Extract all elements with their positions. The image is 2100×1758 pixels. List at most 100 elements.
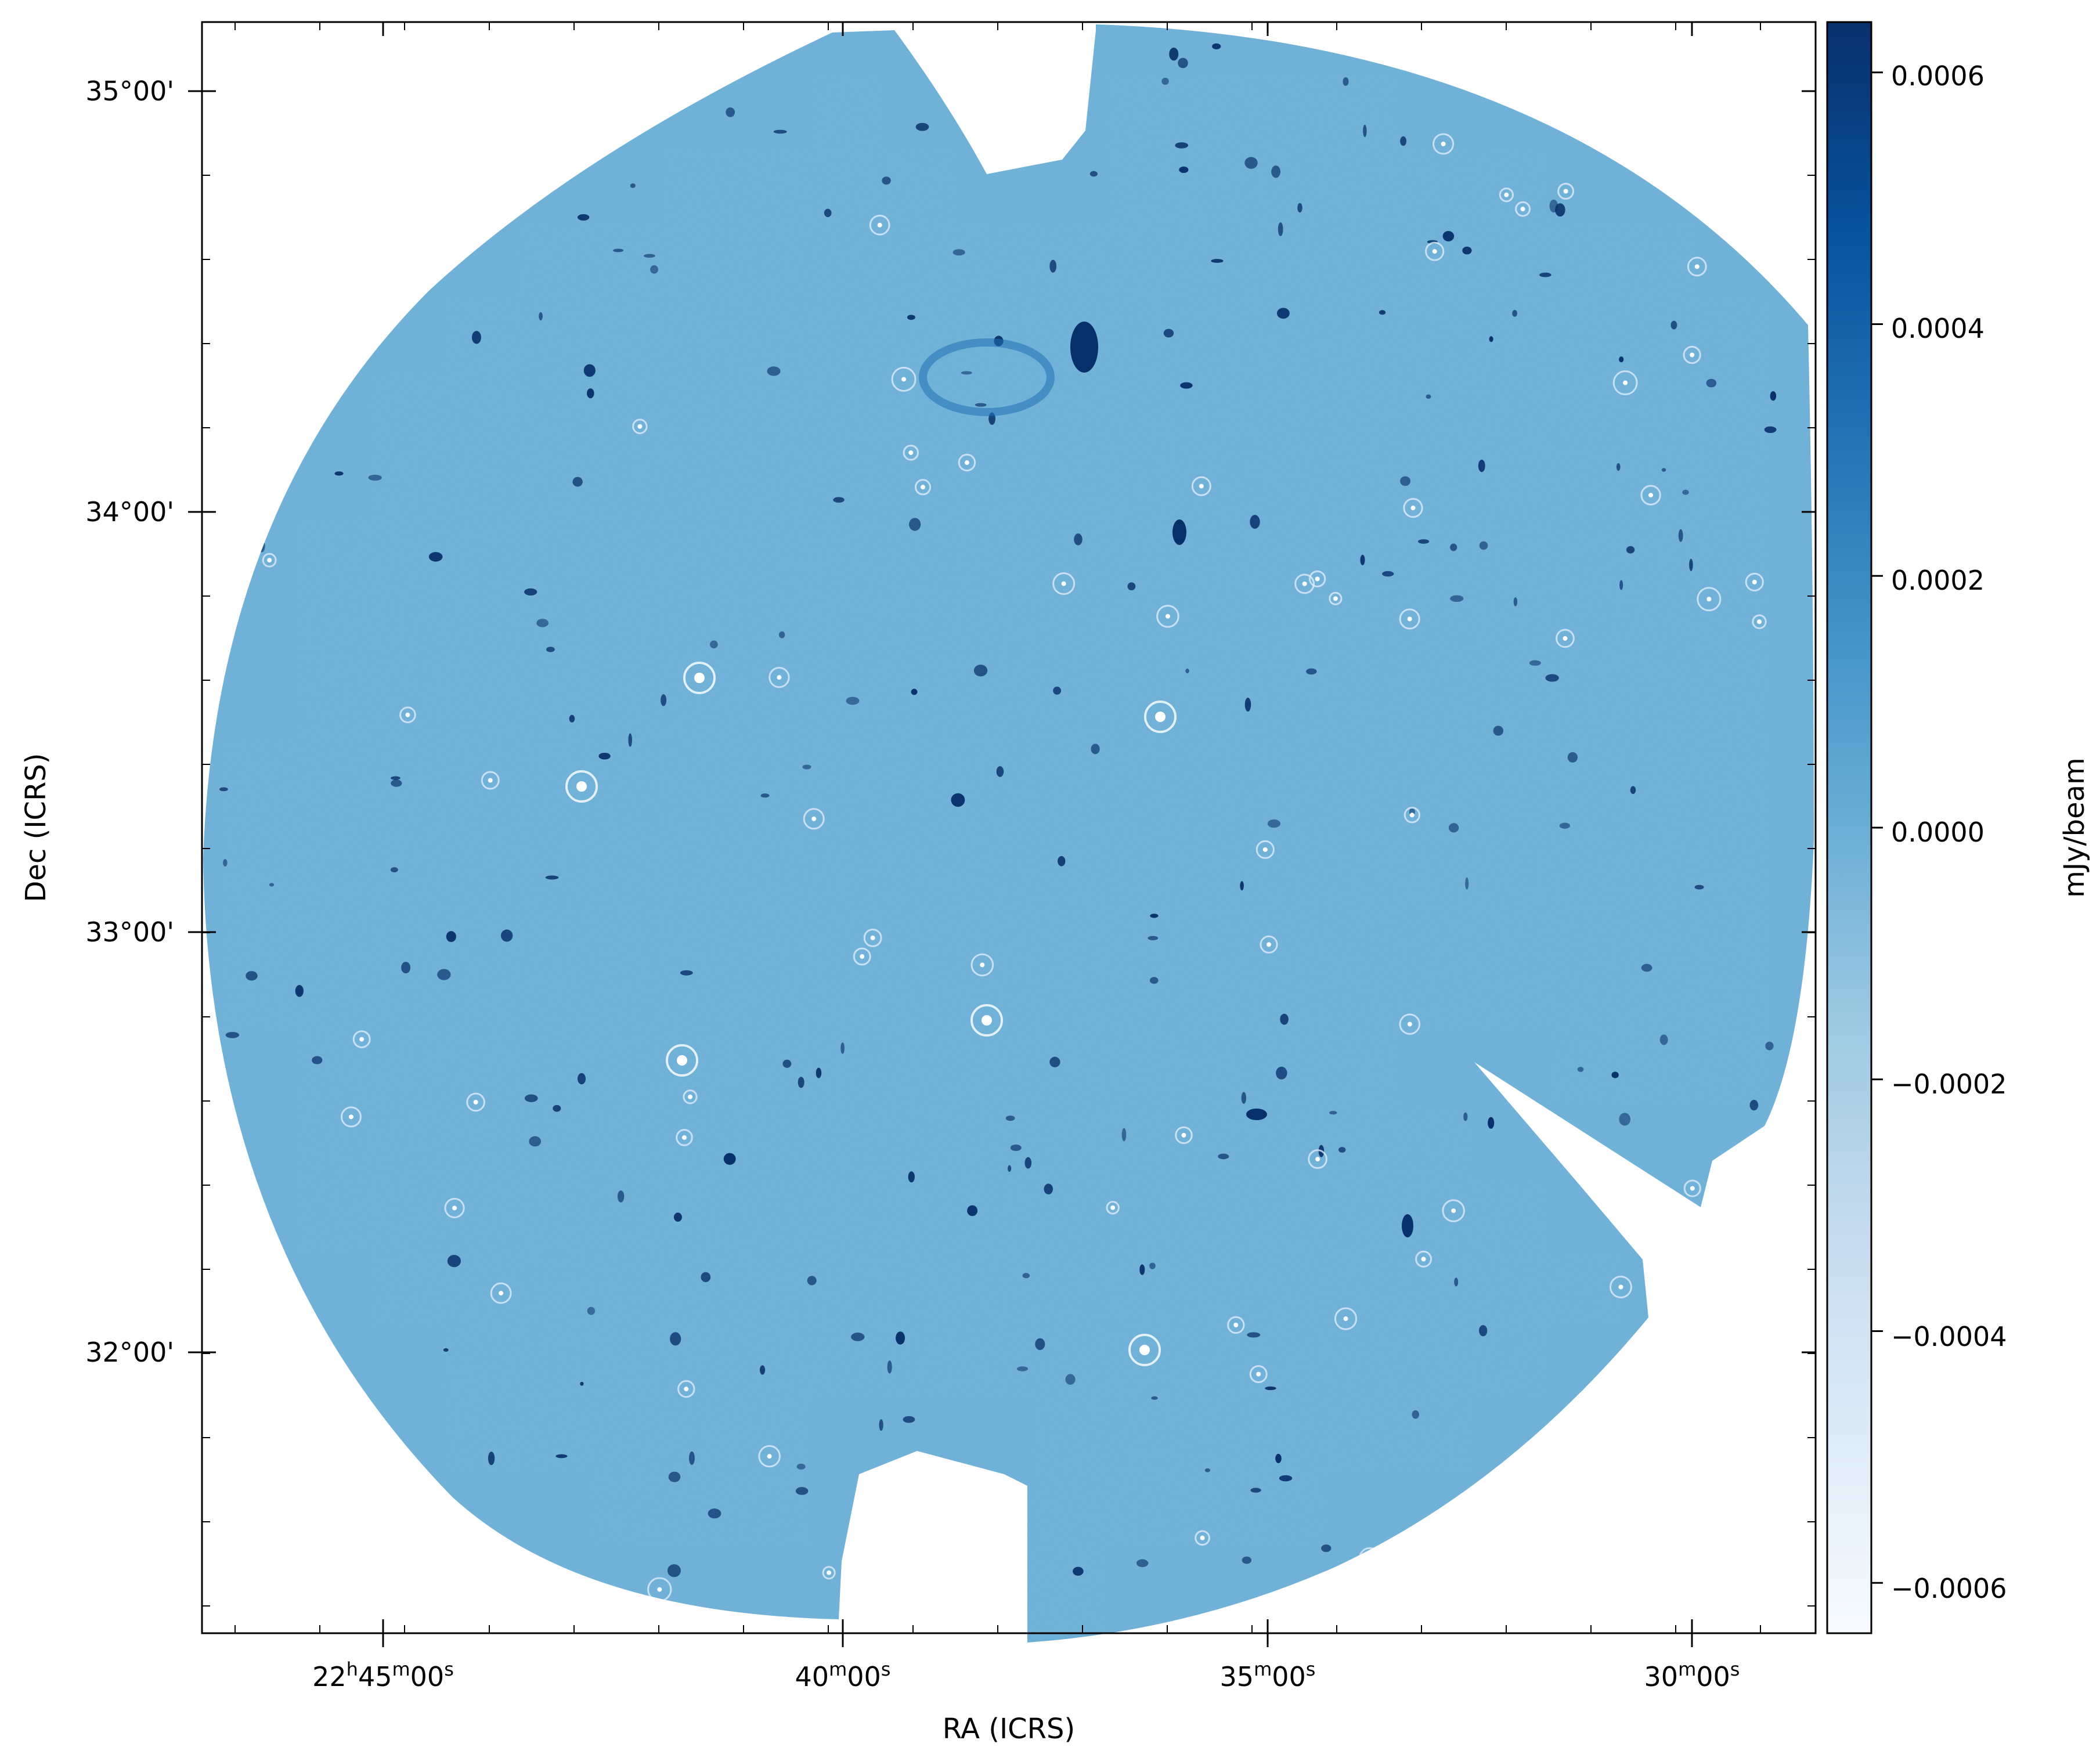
compact-source xyxy=(1044,1183,1053,1194)
point-source-artifact xyxy=(1745,572,1764,592)
point-source-core xyxy=(1267,942,1272,947)
point-source-core xyxy=(908,450,914,455)
point-source-core xyxy=(1618,1284,1623,1290)
point-source-artifact xyxy=(1294,573,1315,594)
point-source-artifact xyxy=(970,953,994,977)
y-tick-labels: 35°00' 34°00' 33°00' 32°00' xyxy=(85,75,174,1368)
point-source-core xyxy=(1262,847,1268,852)
compact-source xyxy=(1678,529,1683,542)
bright-point-source xyxy=(565,770,598,803)
point-source-artifact xyxy=(1255,840,1275,859)
compact-source xyxy=(1204,1468,1211,1472)
point-source-artifact xyxy=(1697,587,1722,612)
point-source-artifact xyxy=(1415,1250,1433,1268)
compact-source xyxy=(1150,914,1159,918)
point-source-artifact xyxy=(1052,572,1076,595)
compact-source xyxy=(1240,881,1244,891)
point-source-artifact xyxy=(1399,1013,1421,1035)
plot-frame xyxy=(201,21,1817,1634)
point-source-core xyxy=(1315,1157,1320,1162)
compact-source xyxy=(1463,1112,1468,1121)
compact-source xyxy=(661,694,667,706)
point-source-core xyxy=(348,1114,353,1120)
point-source-core xyxy=(1752,579,1757,584)
point-source-artifact xyxy=(1156,605,1179,628)
compact-source xyxy=(1545,674,1559,682)
compact-source xyxy=(1276,1066,1287,1080)
compact-source xyxy=(1770,391,1777,401)
compact-source xyxy=(1641,963,1652,972)
point-source-core xyxy=(1690,1186,1695,1191)
point-source-artifact xyxy=(1260,935,1278,954)
compact-source xyxy=(1244,157,1258,169)
compact-source xyxy=(630,183,636,188)
noise-texture xyxy=(203,24,1814,1633)
compact-source xyxy=(391,779,402,787)
compact-source xyxy=(680,970,693,976)
compact-source xyxy=(1577,1067,1584,1072)
compact-source xyxy=(437,969,451,980)
compact-source xyxy=(760,793,770,798)
compact-source xyxy=(1465,877,1469,890)
compact-source xyxy=(1454,1277,1459,1287)
point-source-core xyxy=(452,1205,457,1211)
extended-source xyxy=(1402,1214,1413,1237)
x-tick-label-0: 22h45m00s xyxy=(312,1658,454,1692)
compact-source xyxy=(1149,1262,1156,1269)
point-source-core xyxy=(1233,1323,1239,1328)
bright-point-source-core xyxy=(982,1015,992,1026)
point-source-artifact xyxy=(822,1566,836,1580)
point-source-core xyxy=(1302,581,1307,586)
compact-source xyxy=(613,248,624,252)
point-source-core xyxy=(1343,1316,1348,1322)
compact-source xyxy=(701,1272,711,1283)
compact-source xyxy=(1306,668,1317,675)
colorbar-tick-label-2: 0.0002 xyxy=(1891,565,1984,596)
compact-source xyxy=(1218,1153,1229,1160)
x-tick-label-2: 35m00s xyxy=(1220,1658,1316,1692)
point-source-artifact xyxy=(1442,1199,1465,1222)
compact-source xyxy=(1212,43,1221,50)
compact-source xyxy=(996,766,1004,777)
compact-source xyxy=(1121,1128,1127,1142)
colorbar-tick-label-0: 0.0006 xyxy=(1891,60,1984,92)
y-tick-label-3: 32°00' xyxy=(85,1337,174,1368)
colorbar-tick-label-4: −0.0002 xyxy=(1891,1068,2007,1100)
compact-source xyxy=(1426,394,1431,399)
compact-source xyxy=(1169,48,1179,61)
compact-source xyxy=(1567,752,1578,763)
compact-source xyxy=(1179,166,1189,174)
compact-source xyxy=(1450,595,1464,602)
compact-source xyxy=(967,1205,978,1216)
point-source-core xyxy=(405,712,410,717)
x-tick-h-symbol: h xyxy=(347,1658,358,1680)
compact-source xyxy=(1706,378,1717,388)
point-source-artifact xyxy=(1308,1149,1327,1169)
point-source-artifact xyxy=(677,1380,695,1398)
compact-source xyxy=(1024,1157,1032,1169)
compact-source xyxy=(246,971,258,981)
point-source-artifact xyxy=(803,808,825,830)
compact-source xyxy=(1074,533,1083,546)
point-source-artifact xyxy=(1557,183,1575,200)
bright-point-source xyxy=(683,662,716,694)
compact-source xyxy=(1180,382,1193,389)
point-source-core xyxy=(1563,189,1568,194)
compact-source xyxy=(1379,310,1386,315)
point-source-artifact xyxy=(1309,570,1326,588)
compact-source xyxy=(391,776,400,780)
point-source-core xyxy=(1165,613,1170,619)
point-source-artifact xyxy=(1515,201,1531,217)
point-source-core xyxy=(1315,576,1320,582)
compact-source xyxy=(1448,823,1459,833)
compact-source xyxy=(524,588,537,596)
compact-source xyxy=(723,1153,736,1165)
compact-source xyxy=(443,1348,449,1352)
compact-source xyxy=(1073,1566,1084,1576)
compact-source xyxy=(1151,1396,1158,1400)
compact-source xyxy=(1139,1264,1145,1275)
compact-source xyxy=(903,1416,915,1423)
compact-source xyxy=(1343,77,1349,86)
compact-source xyxy=(1513,597,1518,607)
